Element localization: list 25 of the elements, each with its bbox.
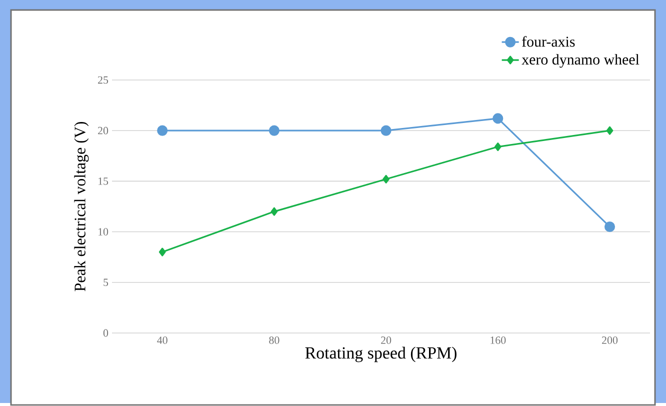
x-axis-title: Rotating speed (RPM) (305, 346, 456, 362)
legend-label: xero dynamo wheel (522, 54, 640, 68)
point (492, 113, 504, 124)
point (380, 125, 392, 136)
x-tick-label: 80 (269, 336, 280, 344)
point (268, 125, 280, 136)
x-tick-label: 20 (381, 336, 392, 344)
x-tick-label: 40 (157, 336, 168, 344)
y-tick-label: 10 (98, 228, 108, 236)
y-axis-title: Peak electrical voltage (V) (74, 122, 89, 292)
y-tick-label: 0 (103, 329, 108, 337)
y-tick-label: 15 (98, 178, 108, 185)
y-tick-label: 25 (98, 76, 108, 84)
point (494, 142, 502, 152)
x-tick-label: 200 (602, 336, 618, 344)
legend-label: four-axis (522, 36, 575, 47)
point (604, 222, 616, 232)
y-tick-label: 20 (98, 127, 108, 134)
x-tick-label: 160 (490, 336, 506, 344)
point (270, 207, 278, 216)
point (157, 125, 168, 136)
point (158, 248, 166, 256)
point (382, 175, 390, 184)
y-tick-label: 5 (104, 278, 108, 286)
point (606, 126, 614, 135)
